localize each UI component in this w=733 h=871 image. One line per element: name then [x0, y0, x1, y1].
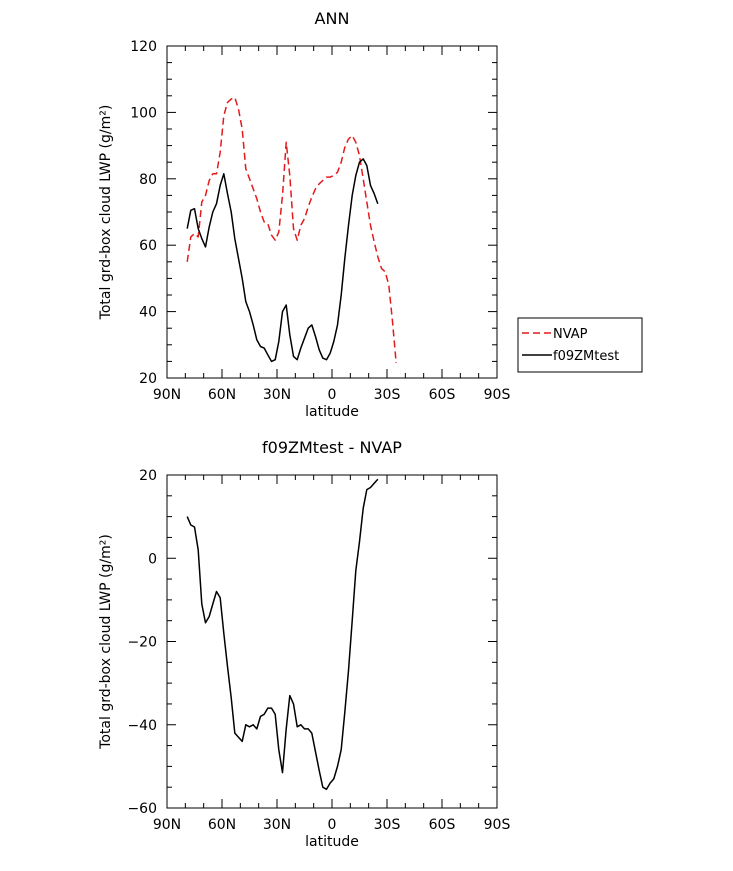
panel-2-y-axis-label: Total grd-box cloud LWP (g/m²) — [98, 534, 114, 750]
panel-1-ytick-label-20: 20 — [139, 371, 157, 387]
panel-1-legend: NVAP f09ZMtest — [517, 317, 643, 373]
panel-2-xtick-label-30s: 30S — [374, 817, 401, 833]
panel-1-legend-box — [517, 317, 643, 373]
panel-1-y-axis-label: Total grd-box cloud LWP (g/m²) — [98, 105, 114, 321]
panel-1: ANN 90N 60N 30N 0 30S 60S 90S 20 40 60 80 100 120 lati… — [98, 9, 643, 420]
panel-2-ytick-label-20: 20 — [139, 468, 157, 484]
panel-2-plot-frame — [166, 474, 498, 809]
panel-2-ytick-label-20: −20 — [127, 635, 157, 651]
panel-1-x-axis-label: latitude — [305, 404, 359, 420]
panel-2-ytick-label-0: 0 — [148, 551, 157, 567]
panel-1-xtick-label-30s: 30S — [374, 387, 401, 403]
panel-2-xtick-label-90n: 90N — [153, 817, 181, 833]
panel-1-plot-frame — [166, 45, 498, 379]
panel-2-series-line-1 — [186, 478, 379, 791]
panel-1-ytick-label-80: 80 — [139, 172, 157, 188]
panel-1-ytick-label-100: 100 — [130, 105, 157, 121]
panel-1-xtick-label-60n: 60N — [208, 387, 236, 403]
panel-1-series-line-f09zmtest — [186, 158, 379, 363]
panel-2-ytick-label-40: −40 — [127, 718, 157, 734]
panel-1-xtick-label-90n: 90N — [153, 387, 181, 403]
panel-2: f09ZMtest - NVAP 90N 60N 30N 0 30S 60S 90S −60 −4… — [98, 438, 510, 850]
panel-2-xtick-label-30n: 30N — [263, 817, 291, 833]
panel-1-legend-label-f09zmtest: f09ZMtest — [553, 349, 619, 364]
panel-1-ytick-label-40: 40 — [139, 305, 157, 321]
panel-1-xtick-label-0: 0 — [328, 387, 337, 403]
panel-1-xtick-label-60s: 60S — [429, 387, 456, 403]
panel-1-xtick-label-90s: 90S — [484, 387, 511, 403]
panel-1-ytick-label-60: 60 — [139, 238, 157, 254]
panel-2-x-axis-label: latitude — [305, 834, 359, 850]
panel-2-xtick-label-60n: 60N — [208, 817, 236, 833]
panel-2-xtick-label-90s: 90S — [484, 817, 511, 833]
panel-1-title: ANN — [315, 9, 350, 28]
panel-1-series-line-nvap — [186, 96, 397, 364]
panel-1-legend-label-nvap: NVAP — [553, 327, 588, 342]
panel-2-title: f09ZMtest - NVAP — [262, 438, 402, 457]
panel-1-xtick-label-30n: 30N — [263, 387, 291, 403]
panel-2-ytick-label-60: −60 — [127, 801, 157, 817]
panel-2-xtick-label-0: 0 — [328, 817, 337, 833]
panel-2-xtick-label-60s: 60S — [429, 817, 456, 833]
panel-1-ytick-label-120: 120 — [130, 39, 157, 55]
